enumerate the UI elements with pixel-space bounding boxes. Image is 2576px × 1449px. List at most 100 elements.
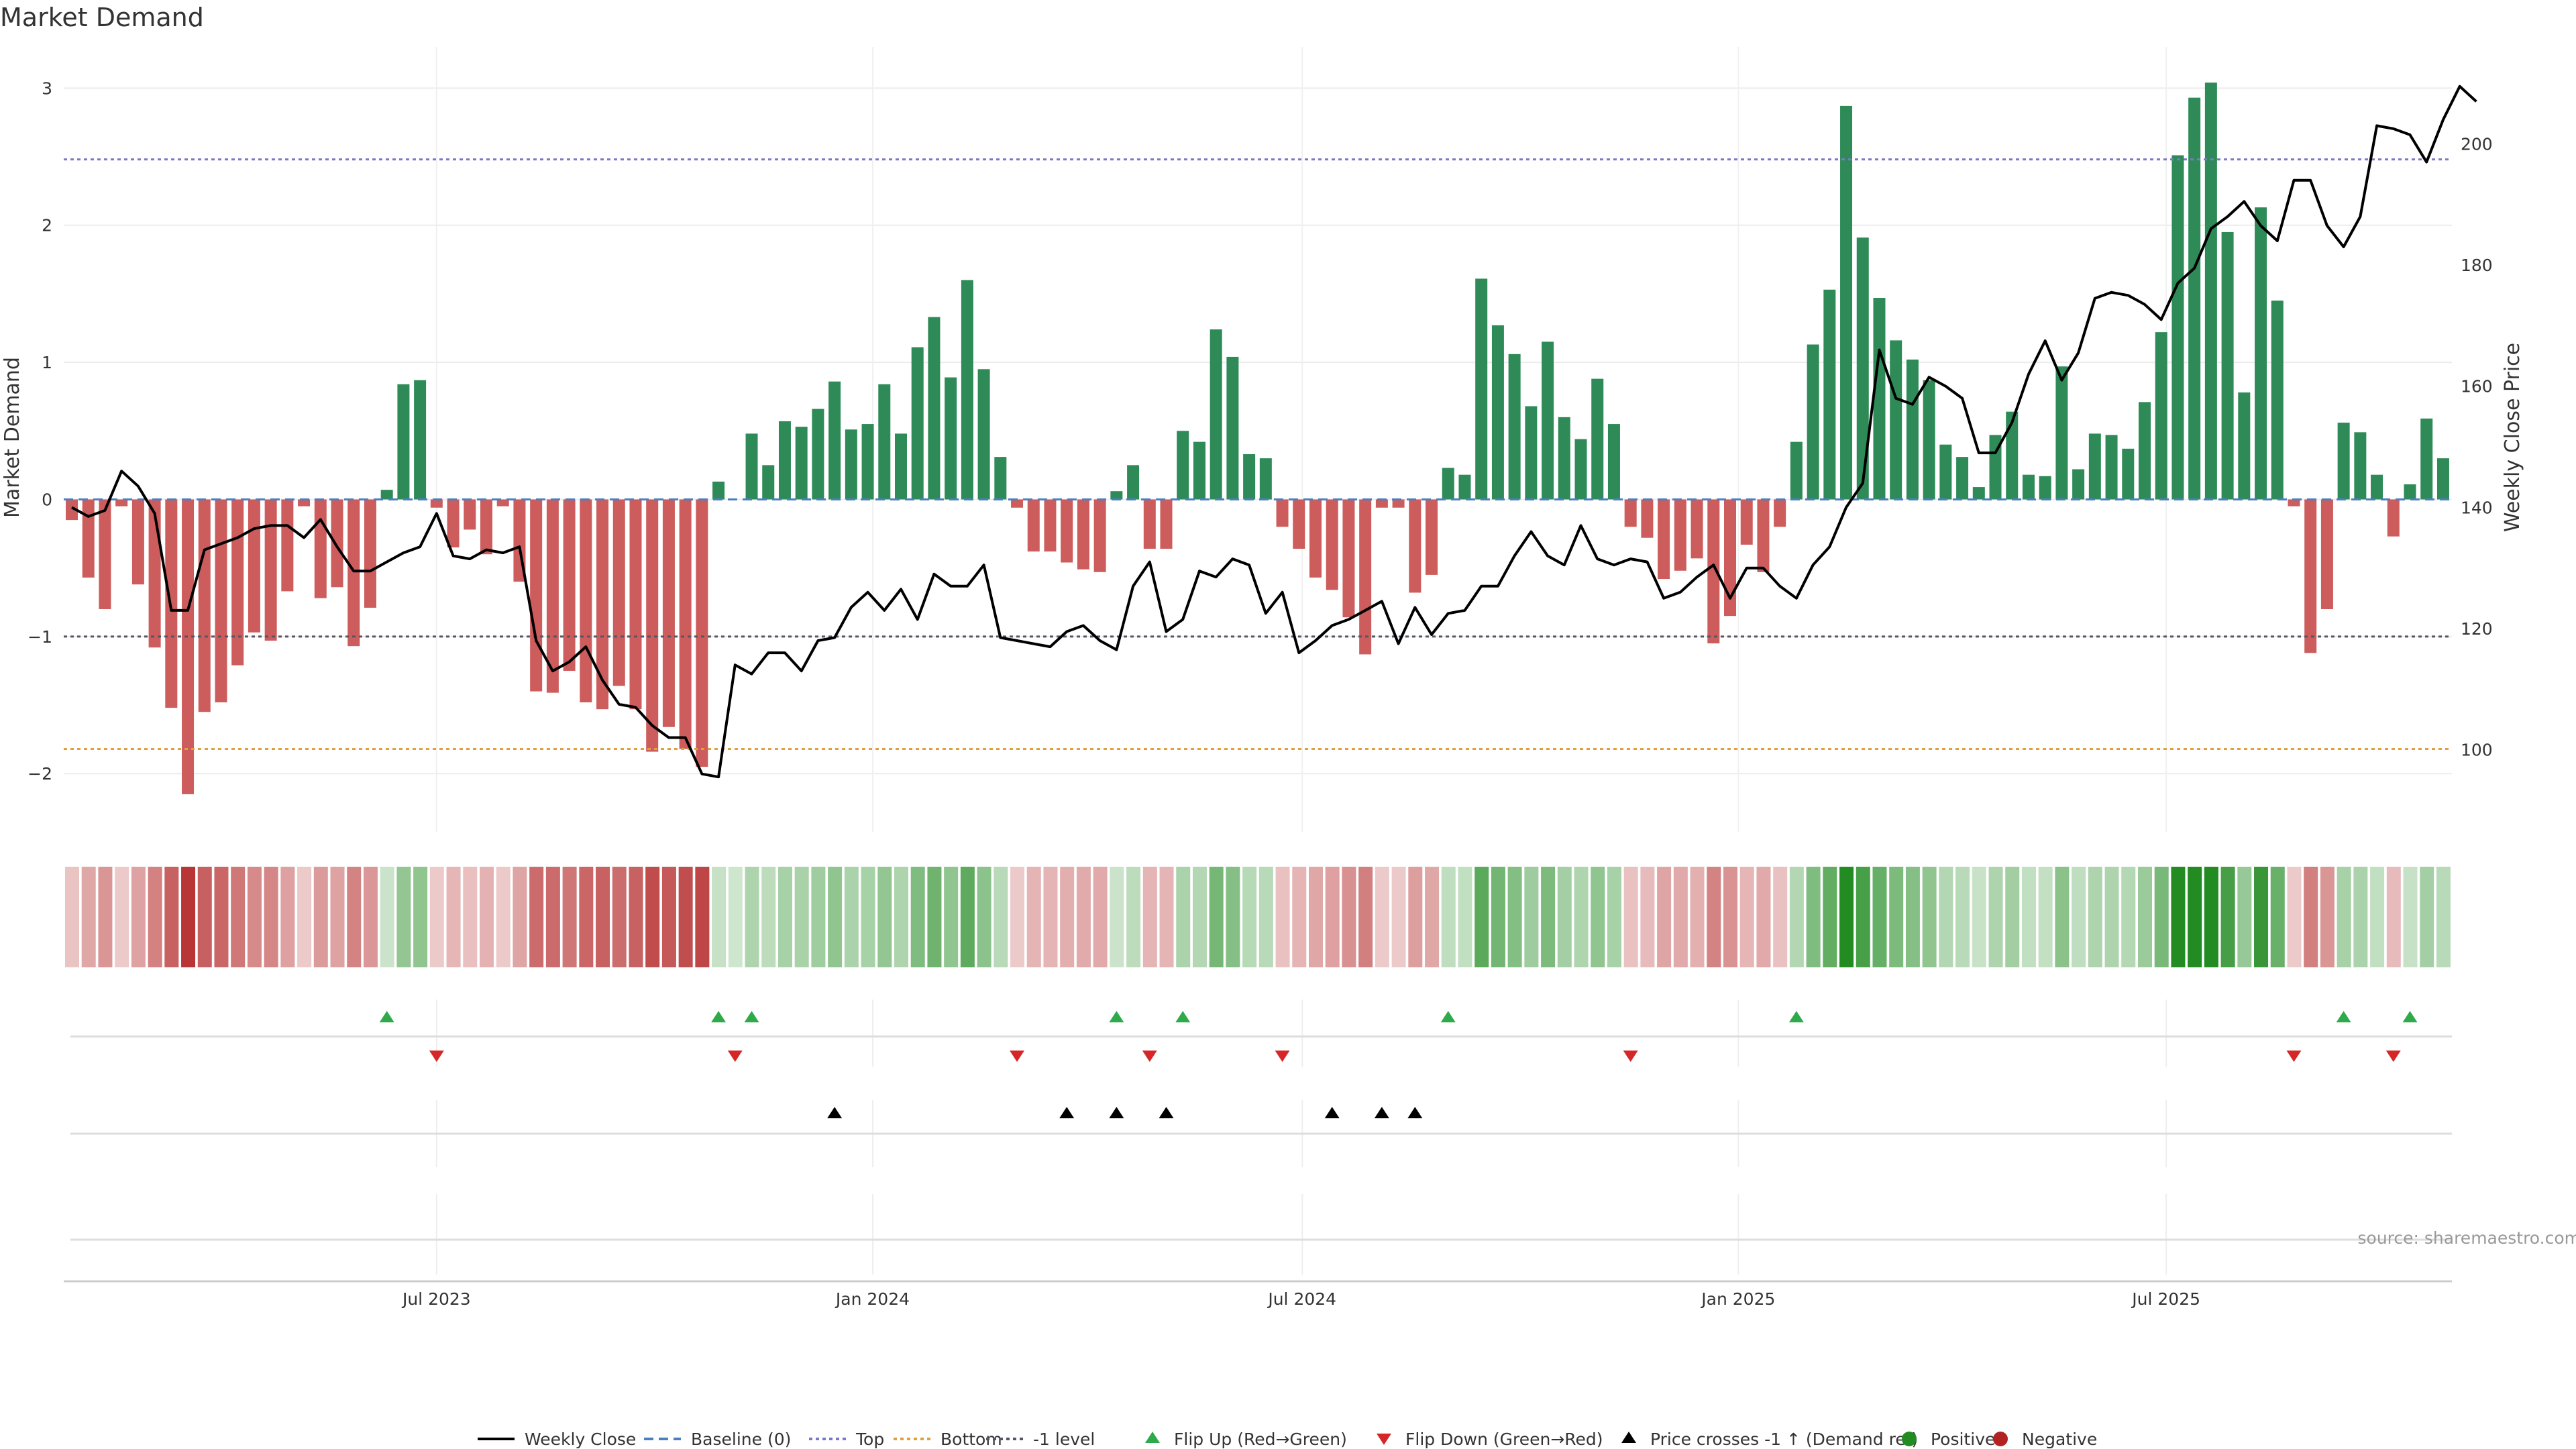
- heat-cell: [1922, 867, 1937, 967]
- demand-bar: [1757, 499, 1770, 572]
- x-tick-label: Jul 2023: [401, 1289, 471, 1309]
- price-cross-marker: [1407, 1107, 1423, 1118]
- heat-cell: [960, 867, 975, 967]
- heat-cell: [2088, 867, 2102, 967]
- heat-cell: [2154, 867, 2169, 967]
- heat-cell: [1574, 867, 1589, 967]
- right-axis-label: Weekly Close Price: [2501, 343, 2524, 532]
- heat-cell: [1275, 867, 1290, 967]
- heat-cell: [1292, 867, 1307, 967]
- demand-bar: [2122, 448, 2135, 500]
- demand-bar: [2204, 83, 2217, 500]
- heat-cell: [1723, 867, 1737, 967]
- demand-bar: [347, 499, 360, 647]
- demand-bar: [1326, 499, 1338, 590]
- demand-bar: [1989, 435, 2002, 500]
- flip-up-marker: [711, 1011, 727, 1022]
- demand-bar: [530, 499, 543, 692]
- heat-cell: [844, 867, 859, 967]
- demand-bar: [496, 499, 509, 506]
- heat-cell: [480, 867, 494, 967]
- price-cross-marker: [1324, 1107, 1340, 1118]
- demand-bar: [1359, 499, 1372, 655]
- flip-down-marker: [2385, 1051, 2401, 1062]
- heat-cell: [330, 867, 345, 967]
- right-tick-label: 140: [2461, 498, 2493, 517]
- demand-bar: [1226, 356, 1239, 500]
- heat-cell: [1739, 867, 1754, 967]
- demand-bar: [928, 317, 941, 500]
- heat-cell: [1972, 867, 1986, 967]
- price-cross-marker: [1109, 1107, 1124, 1118]
- heat-cell: [1541, 867, 1556, 967]
- heat-cell: [2370, 867, 2385, 967]
- demand-bar: [2255, 207, 2267, 500]
- heat-cell: [2188, 867, 2202, 967]
- demand-bar: [1890, 340, 1902, 500]
- chart-title: Market Demand: [0, 3, 204, 32]
- heat-cell: [1690, 867, 1705, 967]
- heat-cell: [562, 867, 577, 967]
- legend-label: Bottom: [941, 1430, 1002, 1449]
- left-tick-label: −2: [28, 764, 52, 784]
- heat-cell: [545, 867, 560, 967]
- left-axis-label: Market Demand: [1, 357, 24, 518]
- demand-bar: [2238, 392, 2251, 500]
- heat-cell: [2420, 867, 2434, 967]
- x-tick-label: Jul 2024: [1267, 1289, 1336, 1309]
- demand-bar: [2288, 499, 2300, 506]
- heat-cell: [1955, 867, 1970, 967]
- right-tick-label: 200: [2461, 134, 2493, 154]
- demand-bar: [2039, 476, 2051, 500]
- heat-cell: [297, 867, 312, 967]
- price-cross-marker: [1159, 1107, 1174, 1118]
- heat-cell: [910, 867, 925, 967]
- demand-bar: [2354, 432, 2367, 500]
- heat-cell: [131, 867, 146, 967]
- heat-cell: [629, 867, 643, 967]
- heat-cell: [1309, 867, 1323, 967]
- heat-cell: [1026, 867, 1041, 967]
- demand-bar: [1658, 499, 1670, 580]
- heat-cell: [148, 867, 162, 967]
- heat-cell: [2072, 867, 2086, 967]
- demand-bar: [546, 499, 559, 693]
- heat-cell: [1905, 867, 1920, 967]
- demand-bar: [1375, 499, 1388, 508]
- heat-cell: [1623, 867, 1638, 967]
- demand-bar: [2221, 231, 2234, 500]
- legend-label: Negative: [2022, 1430, 2097, 1449]
- demand-bar: [231, 499, 244, 665]
- price-cross-marker: [827, 1107, 843, 1118]
- heat-cell: [2038, 867, 2053, 967]
- demand-bar: [1409, 499, 1421, 593]
- demand-bar: [2188, 97, 2201, 500]
- demand-bar: [1873, 298, 1886, 500]
- heat-cell: [2204, 867, 2218, 967]
- demand-bar: [696, 499, 708, 767]
- heat-cell: [1010, 867, 1025, 967]
- demand-bar: [1774, 499, 1786, 527]
- source-text: source: sharemaestro.com: [2358, 1228, 2576, 1248]
- demand-bar: [778, 421, 791, 500]
- heat-cell: [1358, 867, 1373, 967]
- heat-cell: [1474, 867, 1489, 967]
- heat-cell: [164, 867, 179, 967]
- demand-bar: [115, 499, 128, 506]
- heat-cell: [98, 867, 113, 967]
- heat-cell: [811, 867, 826, 967]
- demand-bar: [2304, 499, 2317, 653]
- right-tick-label: 180: [2461, 256, 2493, 275]
- heat-cell: [2436, 867, 2451, 967]
- demand-bar: [845, 429, 857, 500]
- heat-cell: [1458, 867, 1472, 967]
- heat-cell: [1242, 867, 1257, 967]
- heat-cell: [1939, 867, 1953, 967]
- demand-bar: [580, 499, 592, 702]
- demand-bar: [1558, 417, 1570, 500]
- demand-bar: [1624, 499, 1637, 527]
- heat-cell: [1806, 867, 1821, 967]
- heat-cell: [65, 867, 79, 967]
- heat-cell: [1159, 867, 1174, 967]
- demand-bar: [795, 427, 808, 500]
